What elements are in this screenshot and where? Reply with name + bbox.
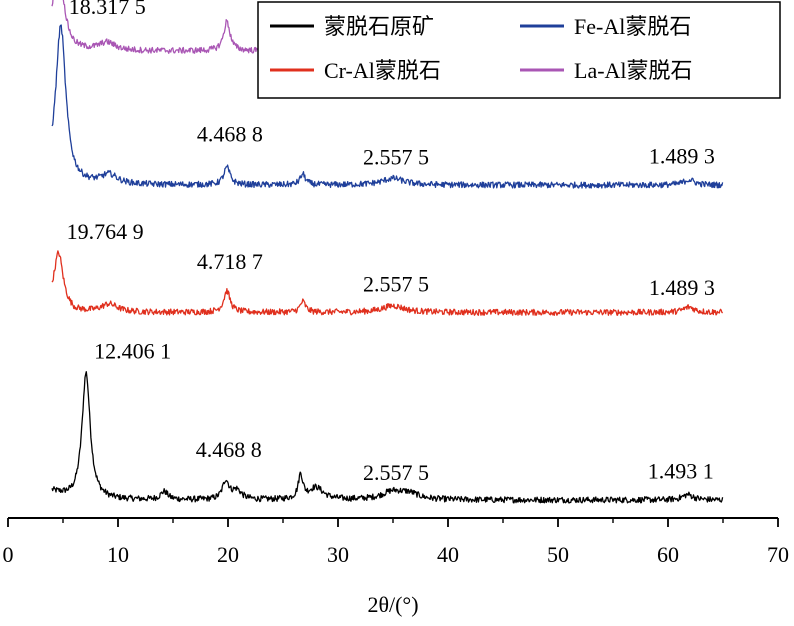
legend-label: Fe-Al蒙脱石 [574,14,691,39]
peak-label: 4.468 8 [197,121,263,146]
series-line-3 [51,24,724,189]
x-tick-label: 30 [327,542,349,567]
x-tick-label: 10 [107,542,129,567]
peak-label: 4.468 8 [196,437,262,462]
x-tick-label: 40 [437,542,459,567]
legend-label: La-Al蒙脱石 [574,58,693,83]
legend-label: Cr-Al蒙脱石 [324,58,441,83]
x-tick-label: 50 [547,542,569,567]
peak-label: 4.718 7 [197,249,263,274]
series-line-1 [51,371,724,504]
peak-label: 19.764 9 [67,219,144,244]
peak-label: 1.493 1 [648,459,714,484]
x-tick-label: 70 [767,542,789,567]
peak-label: 12.406 1 [94,339,171,364]
peak-label: 1.489 3 [649,275,715,300]
peak-label: 1.489 3 [649,144,715,169]
x-tick-label: 60 [657,542,679,567]
peak-label: 18.317 5 [69,0,146,19]
legend-box [257,1,781,99]
legend: 蒙脱石原矿 Cr-Al蒙脱石 Fe-Al蒙脱石 La-Al蒙脱石 [257,1,781,99]
series-line-2 [51,250,724,316]
peak-label: 2.557 5 [363,460,429,485]
x-tick-label: 0 [3,542,14,567]
x-tick-label: 20 [217,542,239,567]
legend-label: 蒙脱石原矿 [324,14,434,39]
peak-label: 2.557 5 [363,144,429,169]
x-axis-title: 2θ/(°) [367,592,418,617]
x-axis: 0 10 20 30 40 50 60 70 [3,517,789,567]
peak-label: 2.557 5 [363,272,429,297]
